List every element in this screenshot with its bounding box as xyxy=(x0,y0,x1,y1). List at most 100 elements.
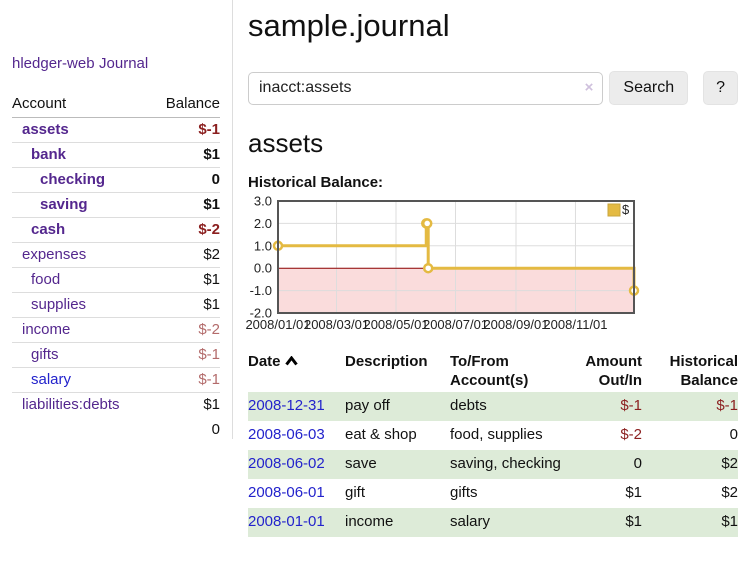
transaction-balance: $2 xyxy=(721,484,738,501)
y-axis-tick-label: -1.0 xyxy=(250,283,272,298)
chart-title: Historical Balance: xyxy=(248,174,384,191)
account-row: income $-2 xyxy=(12,317,220,343)
account-row: cash $-2 xyxy=(12,217,220,243)
data-point-marker xyxy=(422,262,434,274)
sidebar-item-journal[interactable]: Journal xyxy=(99,55,149,72)
account-row: gifts $-1 xyxy=(12,342,220,368)
sort-ascending-icon xyxy=(284,352,298,371)
account-balance: $-2 xyxy=(150,317,220,343)
data-point-marker xyxy=(421,218,433,229)
account-row: salary $-1 xyxy=(12,367,220,393)
account-row: checking 0 xyxy=(12,167,220,193)
account-link[interactable]: expenses xyxy=(22,246,87,263)
account-balance: $-1 xyxy=(198,121,220,138)
transaction-row: 2008-06-03 eat & shop food, supplies $-2 0 xyxy=(248,421,738,450)
transaction-amount: 0 xyxy=(633,455,642,472)
transaction-date-link[interactable]: 2008-06-01 xyxy=(248,484,325,501)
transaction-date-link[interactable]: 2008-01-01 xyxy=(248,513,325,530)
legend-swatch-icon xyxy=(607,203,621,217)
account-balance: $1 xyxy=(150,292,220,318)
transaction-row: 2008-01-01 income salary $1 $1 xyxy=(248,508,738,537)
account-balance: $1 xyxy=(150,142,220,168)
search-input[interactable] xyxy=(248,71,604,105)
account-link[interactable]: salary xyxy=(31,371,72,388)
x-axis-tick-label: 2008/09/01 xyxy=(483,317,548,332)
chart-svg: 3.0 2.0 1.0 0.0 -1.0 -2.02008/01/012008/03/01… xyxy=(245,194,640,332)
transaction-accounts: food, supplies xyxy=(450,426,543,443)
search-form: × Search ? xyxy=(248,71,738,105)
transaction-date-link[interactable]: 2008-06-02 xyxy=(248,455,325,472)
account-link[interactable]: income xyxy=(22,321,71,338)
account-link[interactable]: supplies xyxy=(31,296,87,313)
account-total-row: 0 xyxy=(12,417,220,442)
legend-label: $ xyxy=(622,202,630,217)
transaction-date-link[interactable]: 2008-12-31 xyxy=(248,397,325,414)
account-link[interactable]: assets xyxy=(22,121,69,138)
transaction-row: 2008-06-02 save saving, checking 0 $2 xyxy=(248,450,738,479)
transaction-description: income xyxy=(345,513,394,530)
transaction-description: gift xyxy=(345,484,366,501)
y-axis-tick-label: -2.0 xyxy=(250,306,272,321)
transaction-accounts: salary xyxy=(450,513,491,530)
x-axis-tick-label: 2008/03/01 xyxy=(304,317,369,332)
account-row: food $1 xyxy=(12,267,220,293)
account-balance: $1 xyxy=(150,192,220,218)
x-axis-tick-label: 2008/11/01 xyxy=(543,317,607,332)
y-axis-tick-label: 0.0 xyxy=(254,261,272,276)
account-balance: $1 xyxy=(150,267,220,293)
transaction-description: pay off xyxy=(345,397,390,414)
transaction-row: 2008-12-31 pay off debts $-1 $-1 xyxy=(248,392,738,421)
account-link[interactable]: saving xyxy=(40,196,88,213)
balance-column-header: Balance xyxy=(150,93,220,118)
transaction-accounts: gifts xyxy=(450,484,478,501)
app-title-link[interactable]: hledger-web xyxy=(12,55,95,72)
account-row: supplies $1 xyxy=(12,292,220,318)
transaction-balance: $2 xyxy=(721,455,738,472)
account-column-header: Account xyxy=(12,93,151,118)
account-table-body: assets $-1 bank $1 checking 0 saving $1 cash $-2 e… xyxy=(12,118,220,417)
transaction-accounts: saving, checking xyxy=(450,455,561,472)
transactions-table-body: 2008-12-31 pay off debts $-1 $-1 2008-06-03 ea… xyxy=(248,392,738,537)
transactions-table: Date Description To/From Account(s) Amou… xyxy=(248,350,738,537)
help-button[interactable]: ? xyxy=(703,71,738,105)
x-axis-tick-label: 2008/01/01 xyxy=(245,317,310,332)
date-column-header[interactable]: Date xyxy=(248,350,345,392)
account-balance-table: Account Balance assets $-1 bank $1 checking 0… xyxy=(12,93,220,442)
transaction-accounts: debts xyxy=(450,397,487,414)
account-balance: $2 xyxy=(150,242,220,268)
account-heading: assets xyxy=(248,128,324,158)
historical-balance-chart: 3.0 2.0 1.0 0.0 -1.0 -2.0 2008/01/01 2008/03/01… xyxy=(244,194,738,334)
description-column-header: Description xyxy=(345,353,428,370)
account-balance: $-1 xyxy=(150,342,220,368)
account-row: liabilities:debts $1 xyxy=(12,392,220,417)
search-button[interactable]: Search xyxy=(609,71,689,105)
x-axis-tick-label: 2008/07/01 xyxy=(423,317,488,332)
amount-column-header: Amount Out/In xyxy=(585,353,642,389)
transaction-balance: 0 xyxy=(729,426,738,443)
account-link[interactable]: liabilities:debts xyxy=(22,396,120,413)
transaction-row: 2008-06-01 gift gifts $1 $2 xyxy=(248,479,738,508)
y-axis-tick-label: 1.0 xyxy=(254,238,272,253)
account-link[interactable]: cash xyxy=(31,221,66,238)
account-link[interactable]: gifts xyxy=(31,346,59,363)
transaction-description: save xyxy=(345,455,377,472)
account-balance: $1 xyxy=(150,392,220,417)
transaction-date-link[interactable]: 2008-06-03 xyxy=(248,426,325,443)
account-row: bank $1 xyxy=(12,142,220,168)
account-link[interactable]: bank xyxy=(31,146,67,163)
account-link[interactable]: food xyxy=(31,271,61,288)
account-total-value: 0 xyxy=(211,421,220,438)
accounts-column-header: To/From Account(s) xyxy=(450,353,529,389)
account-balance: $-2 xyxy=(150,217,220,243)
account-link[interactable]: checking xyxy=(40,171,106,188)
x-axis-tick-label: 2008/05/01 xyxy=(363,317,428,332)
transaction-balance: $-1 xyxy=(716,397,738,414)
y-axis-tick-label: 2.0 xyxy=(254,216,272,231)
sidebar: hledger-web Journal Account Balance asse… xyxy=(0,0,233,439)
transaction-amount: $-1 xyxy=(620,397,642,414)
account-row: saving $1 xyxy=(12,192,220,218)
clear-search-icon[interactable]: × xyxy=(584,78,594,96)
transaction-amount: $-2 xyxy=(620,426,642,443)
main-content: sample.journal × Search ? assets Histori… xyxy=(245,0,738,537)
transaction-description: eat & shop xyxy=(345,426,417,443)
